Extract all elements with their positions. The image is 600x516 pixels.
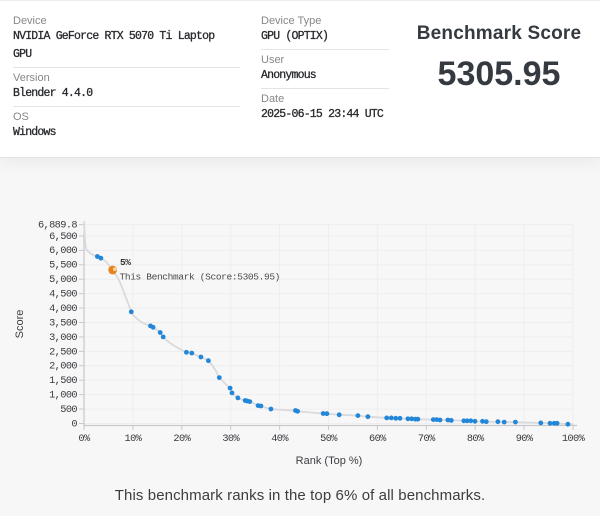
svg-text:2,000: 2,000: [49, 361, 77, 373]
svg-text:Rank (Top %): Rank (Top %): [296, 455, 363, 467]
svg-text:4,500: 4,500: [49, 289, 77, 301]
svg-text:1,500: 1,500: [49, 375, 77, 387]
svg-text:10%: 10%: [125, 433, 143, 445]
svg-text:3,500: 3,500: [49, 317, 77, 329]
svg-text:40%: 40%: [271, 433, 289, 445]
svg-text:50%: 50%: [320, 433, 338, 445]
svg-text:1,000: 1,000: [49, 390, 77, 402]
svg-text:70%: 70%: [418, 433, 436, 445]
svg-text:20%: 20%: [173, 433, 191, 445]
svg-text:5%: 5%: [120, 257, 131, 268]
svg-text:0: 0: [71, 418, 77, 430]
svg-text:0%: 0%: [78, 433, 91, 445]
svg-text:6,500: 6,500: [49, 231, 77, 243]
svg-text:100%: 100%: [562, 433, 586, 445]
svg-text:500: 500: [60, 404, 77, 416]
svg-text:30%: 30%: [222, 433, 240, 445]
svg-text:2,500: 2,500: [49, 346, 77, 358]
svg-text:Score: Score: [14, 310, 26, 339]
svg-text:6,000: 6,000: [49, 245, 77, 257]
svg-text:80%: 80%: [467, 433, 485, 445]
svg-text:This Benchmark (Score:5305.95): This Benchmark (Score:5305.95): [120, 272, 281, 283]
svg-text:5,000: 5,000: [49, 274, 77, 286]
svg-text:5,500: 5,500: [49, 260, 77, 272]
svg-text:3,000: 3,000: [49, 332, 77, 344]
svg-text:60%: 60%: [369, 433, 387, 445]
svg-text:90%: 90%: [516, 433, 534, 445]
svg-text:4,000: 4,000: [49, 303, 77, 315]
svg-text:6,889.8: 6,889.8: [38, 220, 77, 232]
